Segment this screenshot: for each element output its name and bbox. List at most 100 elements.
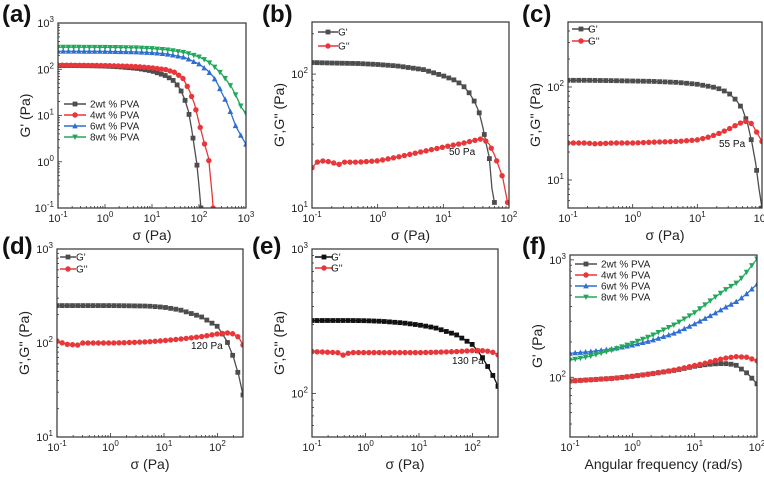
data-point — [90, 340, 96, 346]
data-point — [619, 344, 625, 350]
data-point — [126, 339, 133, 346]
x-tick-label: 10-1 — [302, 210, 322, 225]
data-point — [646, 139, 652, 146]
data-point — [759, 138, 762, 145]
data-point — [371, 318, 377, 324]
plot-area — [312, 318, 498, 389]
panel-label-e: (e) — [252, 233, 281, 260]
data-point — [154, 46, 161, 52]
data-point — [702, 360, 708, 366]
data-point — [603, 376, 610, 382]
data-point — [185, 56, 192, 62]
data-point — [154, 50, 161, 56]
data-point — [365, 61, 371, 67]
panel-label-a: (a) — [2, 1, 31, 28]
data-point — [423, 323, 429, 329]
data-point — [733, 353, 739, 360]
x-tick-label: 10-1 — [48, 210, 68, 225]
data-point — [433, 349, 439, 355]
data-point — [738, 103, 743, 109]
data-point — [645, 338, 651, 344]
data-point — [570, 77, 576, 83]
data-point — [450, 142, 456, 148]
data-point — [587, 77, 592, 83]
data-point — [418, 322, 423, 328]
data-point — [102, 44, 108, 51]
data-point — [434, 145, 440, 152]
data-point — [59, 303, 65, 308]
data-point — [738, 275, 745, 282]
legend-marker — [72, 101, 78, 107]
data-point — [597, 140, 604, 147]
data-point — [360, 349, 367, 356]
legend-marker — [321, 265, 327, 271]
crossover-annotation: 50 Pa — [449, 147, 476, 158]
data-point — [196, 54, 202, 60]
data-point — [417, 149, 424, 155]
data-point — [396, 154, 402, 160]
data-point — [183, 335, 189, 342]
data-point — [170, 52, 176, 58]
data-point — [163, 305, 168, 310]
data-point — [634, 338, 641, 345]
data-point — [335, 318, 341, 323]
legend-label: G' — [331, 253, 341, 264]
y-axis-label: G',G'' (Pa) — [16, 311, 32, 375]
data-point — [568, 140, 571, 146]
data-point — [700, 135, 706, 142]
x-tick-label: 100 — [357, 439, 374, 454]
data-point — [217, 69, 223, 76]
data-point — [196, 60, 202, 67]
data-point — [320, 158, 326, 164]
data-point — [117, 45, 124, 51]
data-point — [163, 66, 169, 73]
legend-marker — [65, 266, 71, 272]
y-tick-label: 102 — [291, 66, 308, 81]
data-point — [124, 63, 130, 69]
data-point — [186, 112, 192, 117]
data-point — [495, 352, 498, 358]
data-point — [314, 318, 320, 323]
data-point — [577, 355, 584, 362]
data-point — [199, 314, 205, 320]
data-point — [655, 330, 662, 336]
crossover-annotation: 120 Pa — [191, 341, 223, 352]
data-point — [635, 140, 641, 146]
data-point — [476, 110, 482, 116]
data-point — [495, 383, 498, 389]
panel-f: 10-1 100 101 102 102 103 Angular frequency (ra… — [529, 252, 764, 472]
data-point — [743, 269, 750, 276]
axis-ticks — [569, 259, 758, 437]
series-line-1 — [312, 137, 509, 203]
data-point — [111, 63, 117, 69]
data-point — [178, 336, 184, 342]
x-tick-label: 100 — [624, 210, 641, 225]
data-point — [593, 347, 599, 354]
data-point — [190, 135, 196, 141]
data-point — [582, 354, 589, 361]
data-point — [676, 328, 682, 334]
data-point — [739, 366, 744, 372]
y-tick-label: 103 — [36, 241, 53, 256]
data-point — [112, 48, 119, 54]
data-point — [721, 128, 727, 134]
data-point — [170, 78, 176, 83]
data-point — [329, 60, 335, 66]
data-point — [743, 290, 750, 297]
plot-area — [568, 77, 762, 208]
data-point — [577, 349, 584, 355]
legend-marker — [583, 261, 589, 267]
data-point — [402, 349, 408, 356]
data-point — [423, 148, 429, 154]
y-tick-label: 102 — [549, 369, 566, 384]
data-point — [143, 45, 150, 52]
y-axis-label: G',G'' (Pa) — [271, 83, 287, 147]
data-point — [469, 342, 475, 347]
data-point — [587, 348, 594, 354]
data-point — [619, 78, 625, 84]
data-point — [676, 366, 682, 372]
data-point — [175, 53, 181, 59]
data-point — [662, 79, 668, 85]
data-point — [614, 78, 619, 84]
x-tick-label: 101 — [686, 439, 703, 454]
